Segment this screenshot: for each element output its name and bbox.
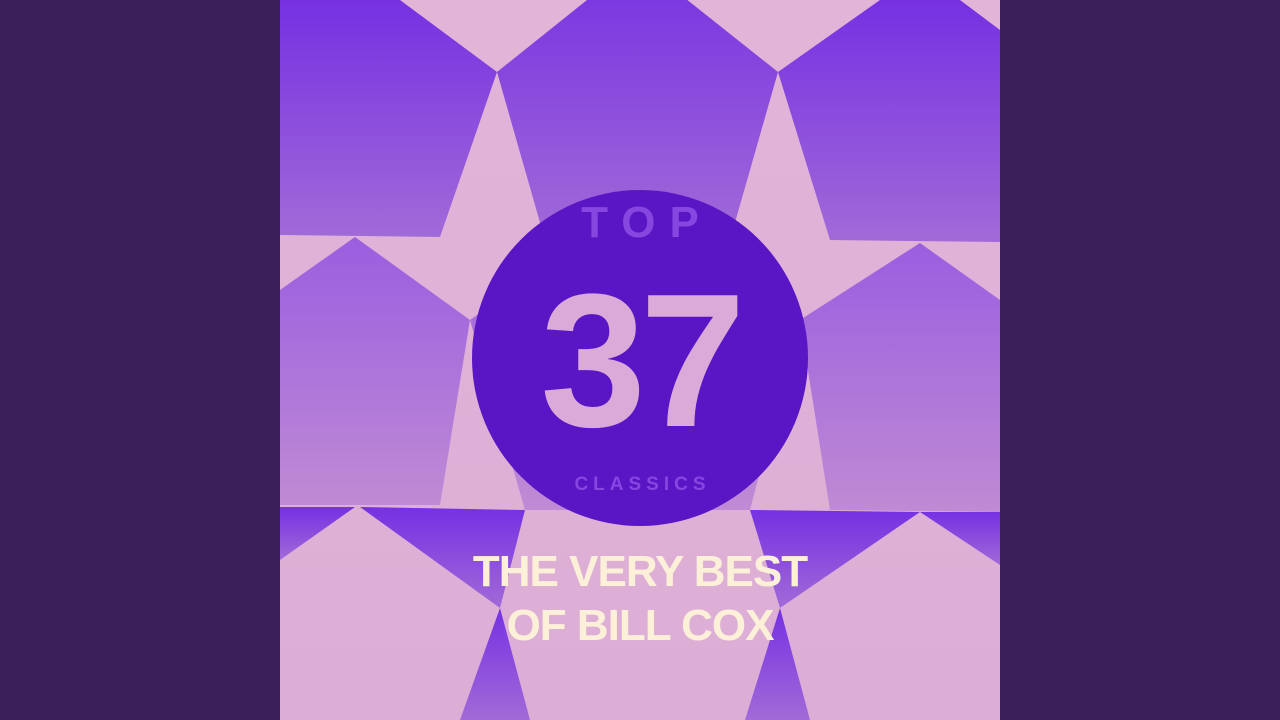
- pentagon: [778, 0, 1000, 242]
- pentagon: [800, 243, 1000, 512]
- pentagon: [750, 510, 920, 608]
- pentagon: [280, 0, 497, 237]
- badge-circle: [472, 190, 808, 526]
- pentagon: [280, 507, 355, 560]
- album-title-line2: OF BILL COX: [506, 601, 775, 650]
- album-cover: TOP 37 CLASSICS THE VERY BEST OF BILL CO…: [280, 0, 1000, 720]
- pentagon: [745, 608, 810, 720]
- classics-label: CLASSICS: [574, 474, 711, 495]
- album-title-line1: THE VERY BEST: [472, 547, 808, 596]
- pentagon: [280, 237, 470, 505]
- top-label: TOP: [581, 198, 713, 247]
- pentagon: [920, 512, 1000, 565]
- pentagon: [360, 507, 525, 608]
- number-label: 37: [540, 255, 745, 467]
- pentagon: [497, 0, 778, 240]
- pentagon: [460, 608, 530, 720]
